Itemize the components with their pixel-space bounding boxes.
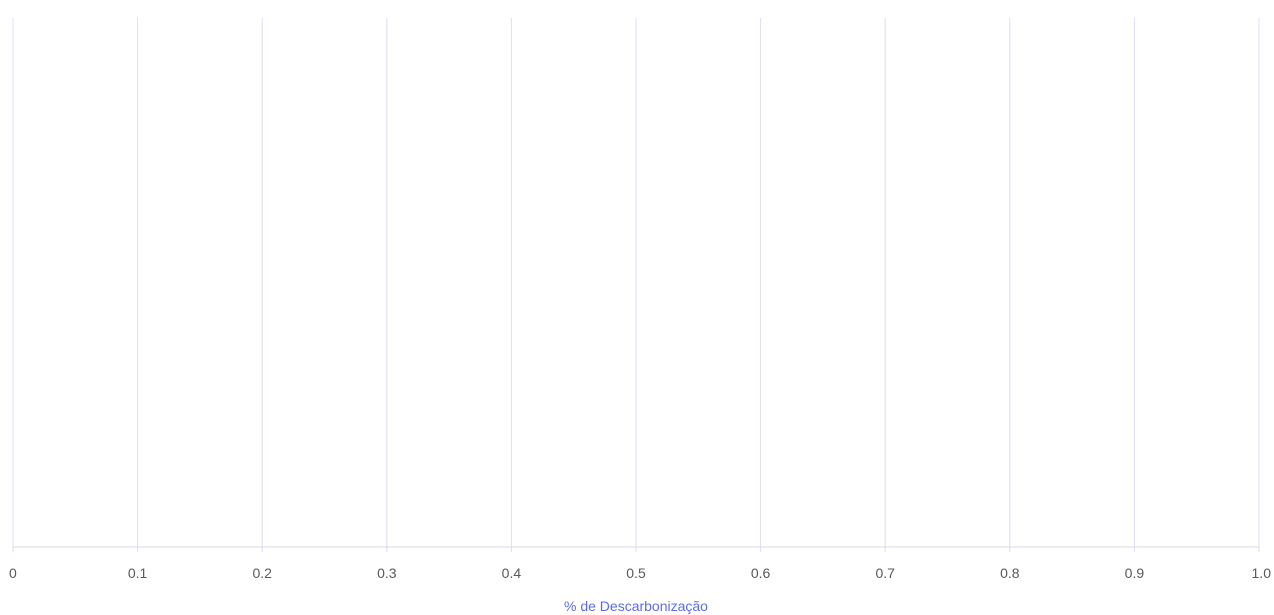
x-tick-label: 0.6 (751, 565, 771, 581)
x-axis-title: % de Descarbonização (564, 598, 708, 614)
x-tick-label: 0.4 (502, 565, 522, 581)
x-tick-label: 0.9 (1125, 565, 1145, 581)
grid-lines (12, 18, 1260, 547)
x-tick-label: 0 (9, 565, 17, 581)
x-tick-label: 0.1 (128, 565, 148, 581)
x-tick-label: 0.5 (626, 565, 646, 581)
x-tick-label: 0.3 (377, 565, 397, 581)
x-tick-label: 0.8 (1000, 565, 1020, 581)
x-tick-label: 1.0 (1252, 565, 1272, 581)
x-tick-label: 0.2 (252, 565, 272, 581)
x-tick-label: 0.7 (875, 565, 895, 581)
x-axis-ticks: 0 0.1 0.2 0.3 0.4 0.5 0.6 0.7 0.8 0.9 1.0 (9, 547, 1271, 581)
